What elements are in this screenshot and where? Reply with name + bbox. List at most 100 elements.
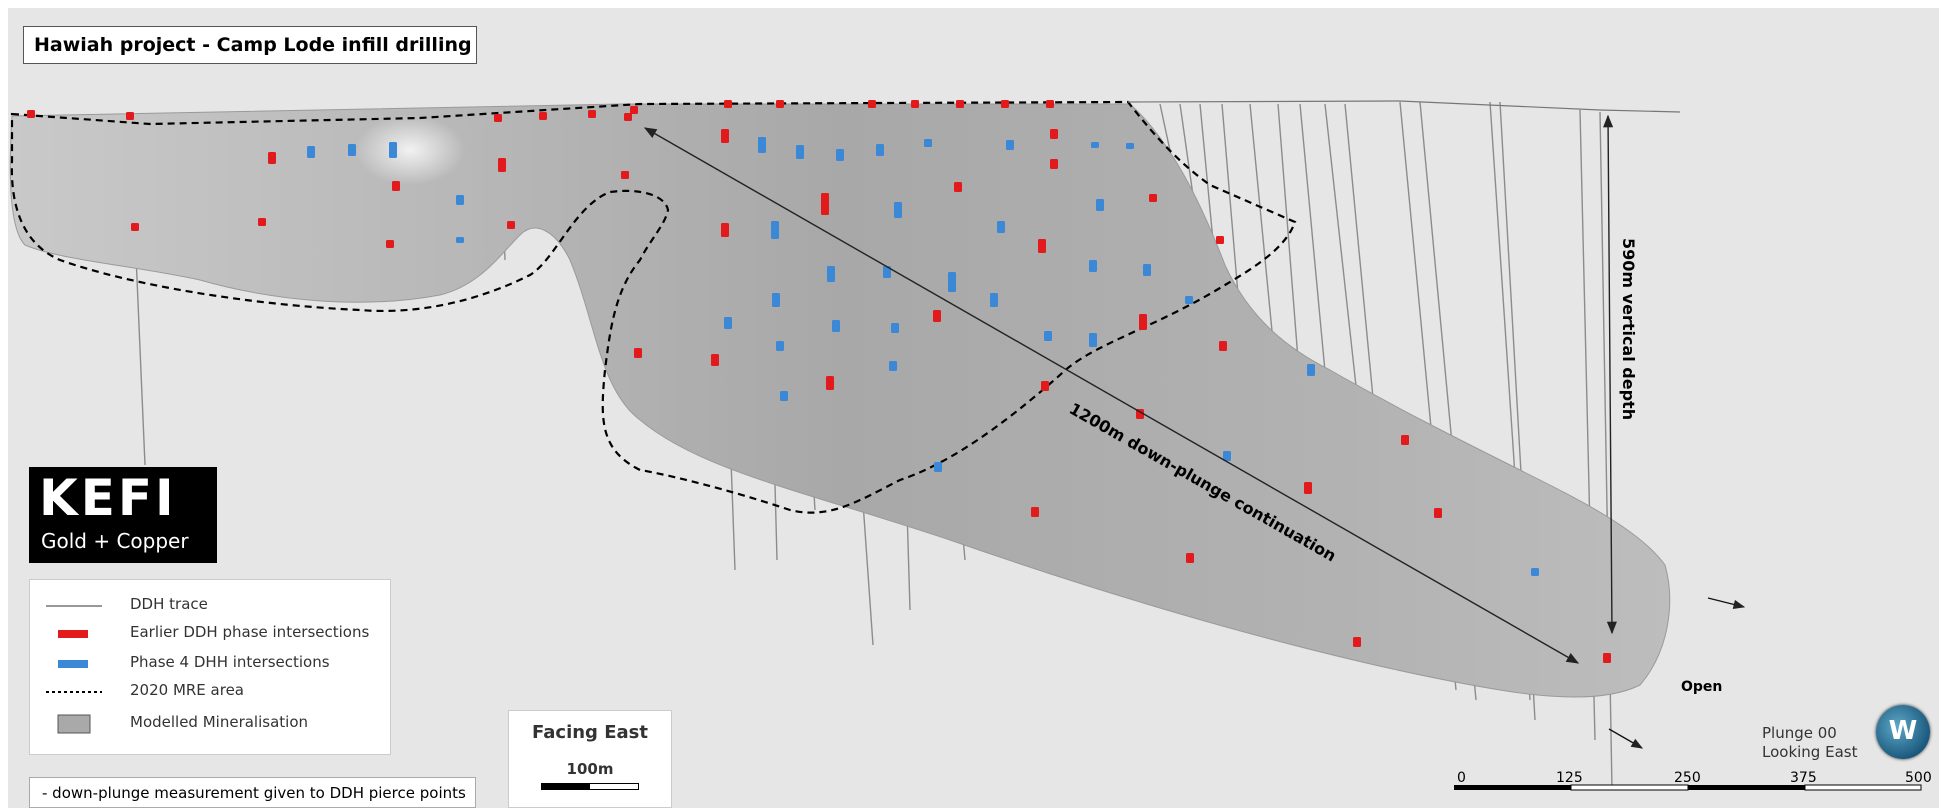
earlier-intersection-marker [621, 171, 629, 179]
compass-letter: W [1888, 716, 1918, 746]
earlier-intersection-marker [1149, 194, 1157, 202]
scale-tick-0: 0 [1457, 770, 1466, 786]
earlier-intersection-marker [1304, 482, 1312, 494]
legend-item-modelled-mineralisation: Modelled Mineralisation [30, 710, 390, 738]
phase4-intersection-marker [758, 137, 766, 153]
phase4-intersection-marker [776, 341, 784, 351]
earlier-intersection-marker [956, 100, 964, 108]
phase4-intersection-marker [1096, 199, 1104, 211]
earlier-intersection-marker [1216, 236, 1224, 244]
earlier-intersection-marker [1050, 129, 1058, 139]
phase4-intersection-marker [997, 221, 1005, 233]
earlier-intersection-marker [954, 182, 962, 192]
plunge-label: Plunge 00 [1762, 724, 1837, 742]
scale-bar: 0 125 250 375 500 [1454, 770, 1932, 791]
earlier-intersection-marker [258, 218, 266, 226]
phase4-intersection-marker [1006, 140, 1014, 150]
phase4-intersection-marker [1185, 296, 1193, 304]
scale-tick-500: 500 [1905, 770, 1932, 786]
ddh-trace-line-icon [46, 605, 102, 607]
phase4-intersection-marker [1531, 568, 1539, 576]
phase4-intersection-marker [889, 361, 897, 371]
earlier-intersection-marker [1046, 100, 1054, 108]
logo-name: KEFI [39, 469, 177, 527]
measurement-note: - down-plunge measurement given to DDH p… [29, 777, 476, 808]
earlier-intersection-marker [131, 223, 139, 231]
legend-label: Earlier DDH phase intersections [130, 623, 370, 641]
earlier-intersection-marker [1139, 314, 1147, 330]
note-text: - down-plunge measurement given to DDH p… [42, 784, 466, 802]
facing-title: Facing East [532, 722, 648, 743]
earlier-intersection-marker [1219, 341, 1227, 351]
topography-line [1127, 100, 1681, 113]
earlier-intersection-marker [911, 100, 919, 108]
plunge-arrow-lower [1608, 728, 1644, 749]
phase4-intersection-marker [836, 149, 844, 161]
earlier-intersection-marker [711, 354, 719, 366]
legend: DDH trace Earlier DDH phase intersection… [29, 579, 391, 755]
diagram-title-box: Hawiah project - Camp Lode infill drilli… [23, 26, 477, 64]
down-plunge-arrow [643, 127, 1580, 664]
earlier-intersection-marker [933, 310, 941, 322]
blue-intersection-icon [58, 660, 88, 668]
vertical-depth-arrow [1603, 114, 1617, 635]
scale-segment-1 [1454, 785, 1571, 790]
mineralisation-highlight [355, 115, 465, 185]
earlier-intersection-marker [588, 110, 596, 118]
earlier-intersection-marker [1401, 435, 1409, 445]
vertical-depth-label: 590m vertical depth [1619, 238, 1638, 420]
looking-label: Looking East [1762, 743, 1858, 761]
facing-scale-label: 100m [566, 760, 614, 778]
earlier-intersection-marker [498, 158, 506, 172]
open-label: Open [1681, 679, 1722, 695]
phase4-intersection-marker [1089, 333, 1097, 347]
plunge-arrow-upper [1707, 597, 1746, 609]
phase4-intersection-marker [1091, 142, 1099, 148]
phase4-intersection-marker [891, 323, 899, 333]
earlier-intersection-marker [268, 152, 276, 164]
earlier-intersection-marker [1050, 159, 1058, 169]
phase4-intersection-marker [1089, 260, 1097, 272]
red-intersection-icon [58, 630, 88, 638]
earlier-intersection-marker [826, 376, 834, 390]
earlier-intersection-marker [386, 240, 394, 248]
scale-tick-250: 250 [1674, 770, 1701, 786]
earlier-intersection-marker [721, 223, 729, 237]
phase4-intersection-marker [389, 142, 397, 158]
phase4-intersection-marker [934, 462, 942, 472]
phase4-intersection-marker [1307, 364, 1315, 376]
phase4-intersection-marker [780, 391, 788, 401]
phase4-intersection-marker [1126, 143, 1134, 149]
earlier-intersection-marker [1031, 507, 1039, 517]
legend-item-ddh-trace: DDH trace [30, 592, 390, 620]
earlier-intersection-marker [27, 110, 35, 118]
phase4-intersection-marker [772, 293, 780, 307]
scale-segment-2 [1570, 784, 1689, 791]
earlier-intersection-marker [1001, 100, 1009, 108]
earlier-intersection-marker [507, 221, 515, 229]
scale-segment-4 [1804, 784, 1922, 791]
earlier-intersection-marker [392, 181, 400, 191]
phase4-intersection-marker [348, 144, 356, 156]
earlier-intersection-marker [1038, 239, 1046, 253]
phase4-intersection-marker [948, 272, 956, 292]
earlier-intersection-marker [539, 112, 547, 120]
earlier-intersection-marker [1041, 381, 1049, 391]
earlier-intersection-marker [776, 100, 784, 108]
facing-scale-bar [541, 783, 639, 790]
earlier-intersection-marker [630, 106, 638, 114]
earlier-intersection-marker [724, 100, 732, 108]
earlier-intersection-marker [624, 113, 632, 121]
scale-segment-3 [1688, 785, 1805, 790]
legend-label: 2020 MRE area [130, 681, 245, 699]
phase4-intersection-marker [990, 293, 998, 307]
earlier-intersection-marker [126, 112, 134, 120]
phase4-intersection-marker [307, 146, 315, 158]
phase4-intersection-marker [876, 144, 884, 156]
phase4-intersection-marker [894, 202, 902, 218]
earlier-intersection-marker [1603, 653, 1611, 663]
legend-label: Phase 4 DHH intersections [130, 653, 330, 671]
phase4-intersection-marker [456, 237, 464, 243]
